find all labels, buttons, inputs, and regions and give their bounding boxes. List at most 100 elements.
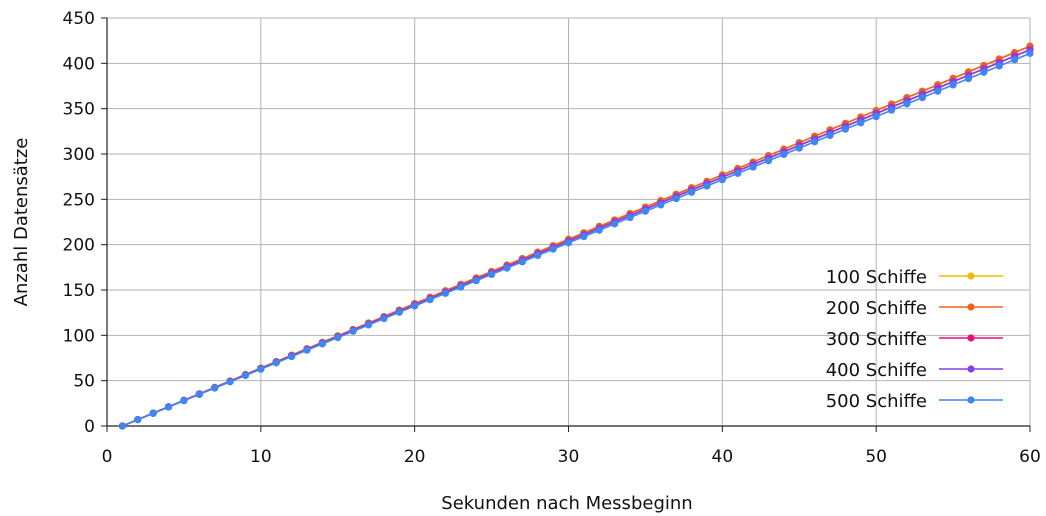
x-tick-label: 0 (102, 447, 113, 467)
data-point (549, 245, 557, 253)
data-point (826, 131, 834, 140)
legend-item: 100 Schiffe (826, 267, 1003, 288)
data-point (518, 258, 526, 266)
data-point (687, 188, 696, 196)
data-point (811, 138, 819, 146)
y-tick-label: 400 (63, 54, 95, 74)
data-point (949, 81, 957, 89)
legend-label: 200 Schiffe (826, 298, 927, 319)
data-point (334, 333, 342, 342)
data-point (211, 384, 219, 392)
legend-label: 100 Schiffe (826, 267, 927, 288)
data-point (426, 296, 434, 304)
data-point (795, 144, 803, 152)
y-tick-label: 100 (63, 326, 95, 346)
legend-item: 300 Schiffe (826, 329, 1003, 350)
data-point (580, 232, 588, 241)
data-point (118, 422, 126, 430)
data-point (626, 213, 634, 222)
data-point (995, 62, 1003, 70)
x-tick-label: 30 (558, 447, 580, 467)
data-point (149, 409, 157, 417)
legend-marker (967, 272, 975, 280)
data-point (395, 308, 403, 316)
legend: 100 Schiffe 200 Schiffe 300 Schiffe 400 Sch… (826, 267, 1003, 412)
data-point (980, 68, 988, 76)
data-point (288, 352, 296, 361)
data-point (303, 346, 311, 354)
data-point (503, 264, 511, 272)
data-point (780, 150, 788, 159)
y-tick-label: 450 (63, 9, 95, 29)
x-tick-label: 60 (1019, 447, 1041, 467)
legend-label: 500 Schiffe (826, 391, 927, 412)
series-5 (118, 49, 1034, 430)
legend-item: 200 Schiffe (826, 298, 1003, 319)
data-point (318, 340, 326, 348)
data-point (257, 365, 265, 373)
legend-label: 400 Schiffe (826, 360, 927, 381)
data-point (241, 371, 250, 380)
data-point (472, 277, 480, 285)
data-point (749, 163, 757, 171)
x-axis-title: Sekunden nach Messbeginn (441, 493, 692, 514)
data-point (872, 112, 880, 121)
x-tick-label: 10 (250, 447, 272, 467)
y-tick-label: 350 (63, 100, 95, 120)
data-point (349, 327, 357, 335)
data-point (903, 100, 911, 108)
data-point (934, 87, 942, 95)
legend-marker (967, 365, 975, 373)
data-point (764, 157, 773, 165)
data-point (134, 416, 142, 424)
data-point (718, 176, 726, 184)
data-point (672, 195, 680, 203)
data-point (164, 403, 173, 411)
data-point (641, 207, 650, 215)
legend-item: 400 Schiffe (826, 360, 1003, 381)
y-tick-label: 50 (73, 372, 95, 392)
legend-label: 300 Schiffe (826, 329, 927, 350)
x-tick-label: 20 (404, 447, 426, 467)
data-point (180, 397, 188, 405)
legend-item: 500 Schiffe (826, 391, 1003, 412)
y-tick-label: 250 (63, 190, 95, 210)
data-point (657, 201, 665, 209)
series-group (118, 42, 1034, 430)
x-tick-label: 50 (865, 447, 887, 467)
data-point (457, 283, 465, 291)
legend-marker (967, 396, 975, 404)
y-tick-label: 0 (84, 417, 95, 437)
data-point (226, 378, 234, 386)
legend-marker (967, 334, 975, 342)
data-point (195, 390, 203, 399)
legend-marker (967, 303, 975, 311)
data-point (487, 270, 496, 279)
axes: 0 50 100 150 200 250 300 350 400 450 0 10 20 30 40 50 60 (63, 9, 1041, 467)
y-tick-label: 300 (63, 145, 95, 165)
data-point (564, 239, 573, 247)
data-point (380, 315, 388, 323)
data-point (964, 75, 973, 83)
y-axis-title: Anzahl Datensätze (11, 138, 32, 307)
data-point (887, 106, 896, 114)
data-point (918, 93, 926, 102)
y-tick-label: 200 (63, 236, 95, 256)
data-point (1011, 56, 1019, 64)
data-point (857, 119, 865, 127)
data-point (272, 359, 280, 367)
y-tick-label: 150 (63, 281, 95, 301)
data-point (1026, 49, 1034, 57)
data-point (611, 220, 619, 228)
data-point (595, 226, 603, 234)
data-point (411, 302, 419, 310)
data-point (364, 321, 373, 329)
data-point (841, 125, 850, 133)
data-point (534, 251, 542, 260)
data-point (441, 289, 450, 297)
data-point (734, 169, 742, 177)
grid (107, 17, 1031, 426)
data-point (703, 182, 711, 190)
